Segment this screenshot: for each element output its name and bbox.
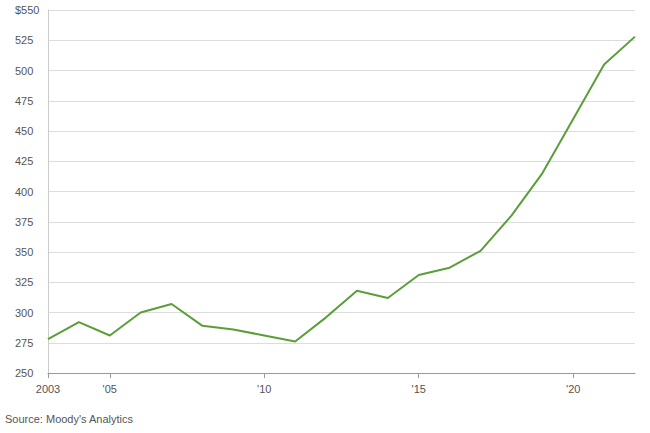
svg-text:Source: Moody's Analytics: Source: Moody's Analytics — [5, 413, 134, 425]
svg-text:300: 300 — [15, 307, 33, 319]
svg-text:2003: 2003 — [36, 383, 60, 395]
svg-text:500: 500 — [15, 65, 33, 77]
svg-text:450: 450 — [15, 125, 33, 137]
svg-text:'10: '10 — [257, 383, 271, 395]
svg-text:350: 350 — [15, 246, 33, 258]
svg-text:325: 325 — [15, 276, 33, 288]
svg-text:'15: '15 — [412, 383, 426, 395]
svg-text:425: 425 — [15, 155, 33, 167]
svg-text:'05: '05 — [103, 383, 117, 395]
svg-text:250: 250 — [15, 367, 33, 379]
svg-text:375: 375 — [15, 216, 33, 228]
svg-text:525: 525 — [15, 34, 33, 46]
svg-text:'20: '20 — [566, 383, 580, 395]
svg-text:$550: $550 — [15, 4, 39, 16]
svg-text:400: 400 — [15, 186, 33, 198]
svg-text:275: 275 — [15, 337, 33, 349]
svg-text:475: 475 — [15, 95, 33, 107]
